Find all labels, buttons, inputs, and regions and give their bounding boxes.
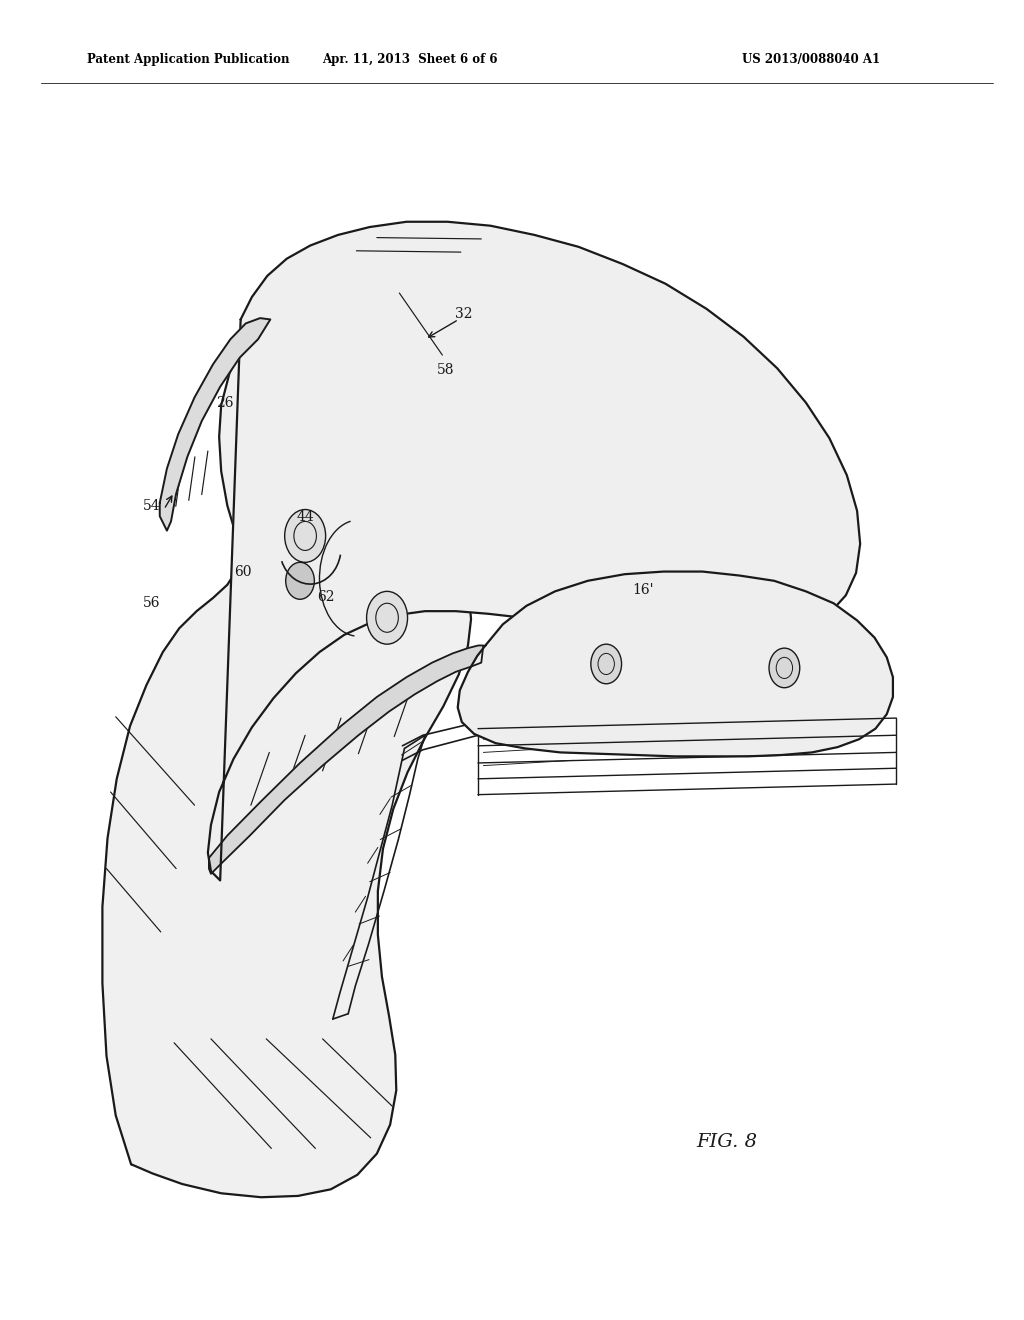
Text: US 2013/0088040 A1: US 2013/0088040 A1	[742, 53, 881, 66]
Text: 60: 60	[233, 565, 252, 578]
Circle shape	[591, 644, 622, 684]
Text: 58: 58	[436, 363, 455, 376]
Text: 44: 44	[296, 511, 314, 524]
Circle shape	[285, 510, 326, 562]
Polygon shape	[102, 293, 471, 1197]
Polygon shape	[458, 572, 893, 756]
Text: 32: 32	[455, 308, 473, 321]
Polygon shape	[209, 645, 483, 874]
Text: Apr. 11, 2013  Sheet 6 of 6: Apr. 11, 2013 Sheet 6 of 6	[322, 53, 498, 66]
Text: 54: 54	[142, 499, 161, 512]
Text: 56: 56	[142, 597, 161, 610]
Text: Patent Application Publication: Patent Application Publication	[87, 53, 290, 66]
Circle shape	[286, 562, 314, 599]
Text: 16': 16'	[633, 583, 653, 597]
Polygon shape	[160, 318, 270, 531]
Polygon shape	[208, 222, 860, 880]
Circle shape	[769, 648, 800, 688]
Text: 62: 62	[316, 590, 335, 603]
Text: FIG. 8: FIG. 8	[696, 1133, 758, 1151]
Text: 26: 26	[216, 396, 234, 409]
Circle shape	[367, 591, 408, 644]
